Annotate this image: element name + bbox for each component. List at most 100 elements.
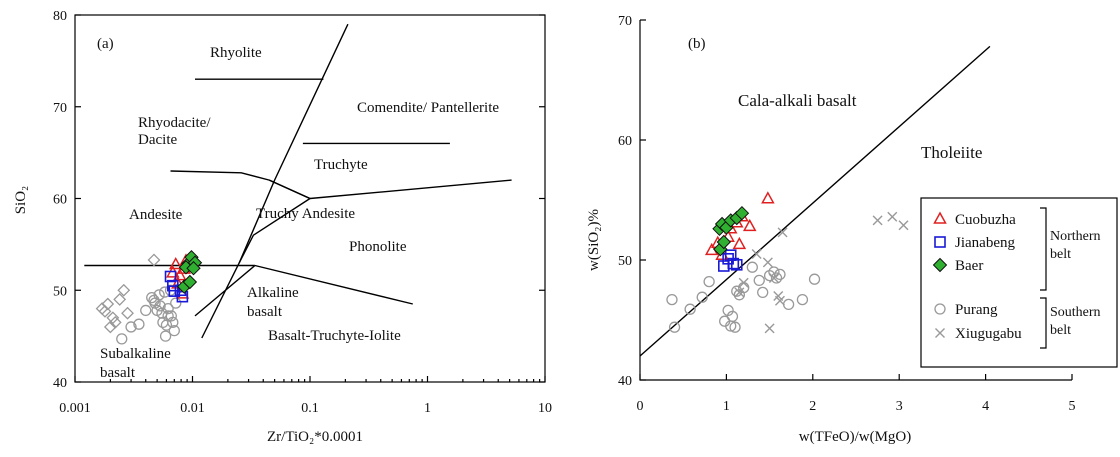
point-xiugugabu	[117, 283, 131, 297]
field-boundary-line	[254, 264, 413, 305]
point-purang	[753, 274, 765, 287]
field-label-basalt: basalt	[247, 304, 283, 320]
x-tick-label: 1	[723, 399, 730, 414]
panel-b-ticks: 0 1 2 3 4 5 40 50 60 70	[618, 14, 1076, 414]
field-label-rhyodacite: Rhyodacite/	[138, 115, 211, 131]
point-purang	[162, 302, 174, 315]
y-tick-label: 70	[618, 14, 632, 29]
field-label-alkaline: Alkaline	[247, 285, 299, 301]
field-label-andesite: Andesite	[129, 207, 183, 223]
field-label-truchy-andesite: Truchy Andesite	[256, 206, 355, 222]
field-label-comendite-pantellerite: Comendite/ Pantellerite	[357, 100, 499, 116]
point-jianabeng	[724, 249, 737, 261]
y-tick-label: 40	[618, 374, 632, 389]
point-purang	[668, 321, 681, 333]
legend-marker-xiugugabu	[935, 328, 945, 338]
legend-marker-baer	[932, 257, 948, 273]
point-xiugugabu	[751, 249, 762, 259]
y-tick-label: 60	[618, 134, 632, 149]
point-purang	[157, 316, 169, 329]
point-purang	[796, 293, 809, 306]
y-tick-label: 80	[53, 9, 67, 24]
point-purang	[125, 321, 137, 333]
point-purang	[746, 261, 758, 273]
field-label-cala-alkali-basalt: Cala-alkali basalt	[738, 91, 857, 110]
x-tick-label: 5	[1069, 399, 1076, 414]
point-purang	[782, 298, 795, 311]
legend-marker-cuobuzha	[933, 211, 947, 224]
point-jianabeng	[164, 270, 177, 283]
point-xiugugabu	[898, 220, 909, 231]
point-purang	[666, 293, 678, 306]
panel-b-field-labels: Cala-alkali basalt Tholeiite	[738, 91, 982, 162]
field-label-tholeiite: Tholeiite	[921, 143, 982, 162]
x-tick-label: 1	[424, 401, 431, 416]
point-xiugugabu	[764, 323, 775, 334]
point-jianabeng	[730, 258, 743, 271]
point-purang	[729, 321, 741, 333]
field-label-subalkaline: Subalkaline	[100, 346, 171, 362]
legend-label-jianabeng: Jianabeng	[955, 235, 1015, 251]
field-label-phonolite: Phonolite	[349, 239, 407, 255]
panel-a-points	[95, 250, 203, 345]
y-tick-label: 50	[618, 254, 632, 269]
panel-b-boundary	[639, 45, 991, 357]
point-cuobuzha	[742, 218, 757, 232]
x-tick-label: 4	[982, 399, 989, 414]
point-purang	[133, 318, 145, 330]
point-purang	[140, 304, 152, 317]
point-purang	[696, 291, 708, 303]
field-label-dacite: Dacite	[138, 132, 177, 148]
point-purang	[165, 310, 177, 322]
point-xiugugabu	[738, 277, 749, 288]
panel-b-label: (b)	[688, 36, 706, 52]
legend-group-southern-line2: belt	[1050, 323, 1071, 338]
legend-box	[920, 197, 1118, 368]
point-purang	[159, 330, 172, 342]
panel-a-boundaries	[84, 23, 512, 339]
point-purang	[726, 310, 739, 323]
field-boundary-line	[238, 197, 311, 264]
x-tick-label: 0.01	[180, 401, 205, 416]
point-baer	[186, 261, 201, 276]
y-tick-label: 40	[53, 376, 67, 391]
panel-a-y-axis-label: SiO₂	[13, 186, 29, 215]
x-tick-label: 3	[896, 399, 903, 414]
point-purang	[116, 333, 128, 345]
point-cuobuzha	[168, 257, 183, 270]
point-purang	[703, 275, 715, 288]
field-boundary-line	[194, 264, 256, 317]
point-purang	[146, 291, 158, 304]
point-xiugugabu	[777, 227, 788, 238]
field-label-rhyolite: Rhyolite	[210, 45, 262, 61]
legend-label-purang: Purang	[955, 302, 998, 318]
field-boundary-line	[309, 179, 512, 200]
point-purang	[170, 297, 182, 309]
point-xiugugabu	[887, 211, 898, 222]
point-xiugugabu	[147, 253, 161, 267]
panel-a: 0.001 0.01 0.1 1 10 40 50 60 70 80 Rhyolite Rhyoda…	[13, 9, 552, 445]
x-tick-label: 2	[809, 399, 816, 414]
point-baer	[716, 234, 732, 250]
point-purang	[774, 268, 786, 281]
legend-label-xiugugabu: Xiugugabu	[955, 326, 1022, 342]
panel-b-y-axis-label: w(SiO₂)%	[586, 209, 602, 271]
point-xiugugabu	[121, 306, 134, 320]
point-purang	[168, 324, 180, 337]
point-jianabeng	[727, 257, 740, 270]
legend-group-northern-line2: belt	[1050, 247, 1071, 262]
field-boundary-line	[269, 179, 311, 200]
point-cuobuzha	[732, 236, 747, 250]
y-tick-label: 60	[53, 193, 67, 208]
point-xiugugabu	[768, 273, 779, 283]
legend-entries: Cuobuzha Jianabeng Baer Purang Xiugugabu	[932, 211, 1022, 342]
point-purang	[153, 289, 165, 301]
panel-a-ticks: 0.001 0.01 0.1 1 10 40 50 60 70 80	[53, 9, 552, 416]
point-xiugugabu	[98, 304, 112, 318]
legend-label-baer: Baer	[955, 258, 983, 274]
legend-bracket-southern	[1040, 297, 1047, 349]
point-purang	[770, 272, 783, 284]
point-purang	[768, 266, 780, 278]
legend-bracket-northern	[1040, 207, 1047, 291]
